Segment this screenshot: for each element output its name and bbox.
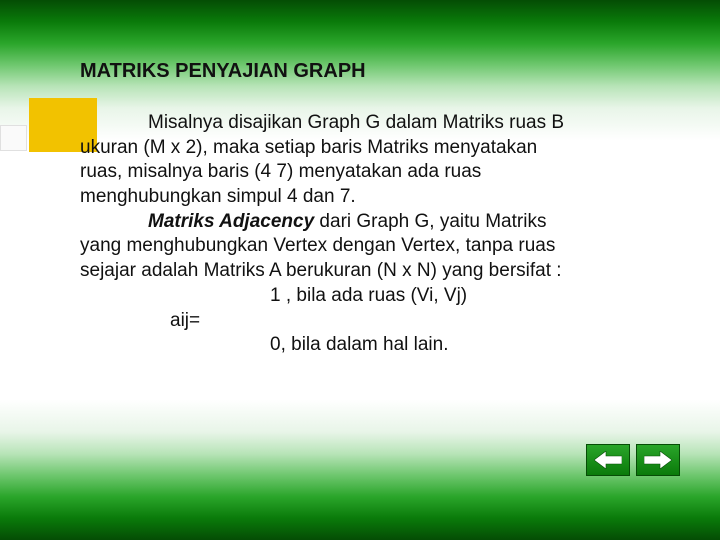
body-line: Misalnya disajikan Graph G dalam Matriks… bbox=[148, 112, 564, 133]
body-line: ruas, misalnya baris (4 7) menyatakan ad… bbox=[80, 161, 481, 182]
slide-title: MATRIKS PENYAJIAN GRAPH bbox=[80, 60, 660, 83]
prev-button[interactable] bbox=[586, 444, 630, 476]
next-button[interactable] bbox=[636, 444, 680, 476]
body-line: 1 , bila ada ruas (Vi, Vj) bbox=[270, 285, 467, 306]
slide-content: MATRIKS PENYAJIAN GRAPH Misalnya disajik… bbox=[80, 60, 660, 358]
body-emphasis: Matriks Adjacency bbox=[148, 211, 314, 232]
body-line: dari Graph G, yaitu Matriks bbox=[314, 211, 546, 232]
body-line: sejajar adalah Matriks A berukuran (N x … bbox=[80, 260, 562, 281]
body-line: yang menghubungkan Vertex dengan Vertex,… bbox=[80, 235, 555, 256]
nav-controls bbox=[586, 444, 680, 476]
arrow-right-icon bbox=[644, 451, 672, 469]
slide-body: Misalnya disajikan Graph G dalam Matriks… bbox=[80, 111, 660, 358]
arrow-left-icon bbox=[594, 451, 622, 469]
accent-square bbox=[0, 125, 27, 151]
body-line: menghubungkan simpul 4 dan 7. bbox=[80, 186, 356, 207]
body-line: ukuran (M x 2), maka setiap baris Matrik… bbox=[80, 137, 537, 158]
body-line: aij= bbox=[170, 310, 200, 331]
body-line: 0, bila dalam hal lain. bbox=[270, 334, 449, 355]
